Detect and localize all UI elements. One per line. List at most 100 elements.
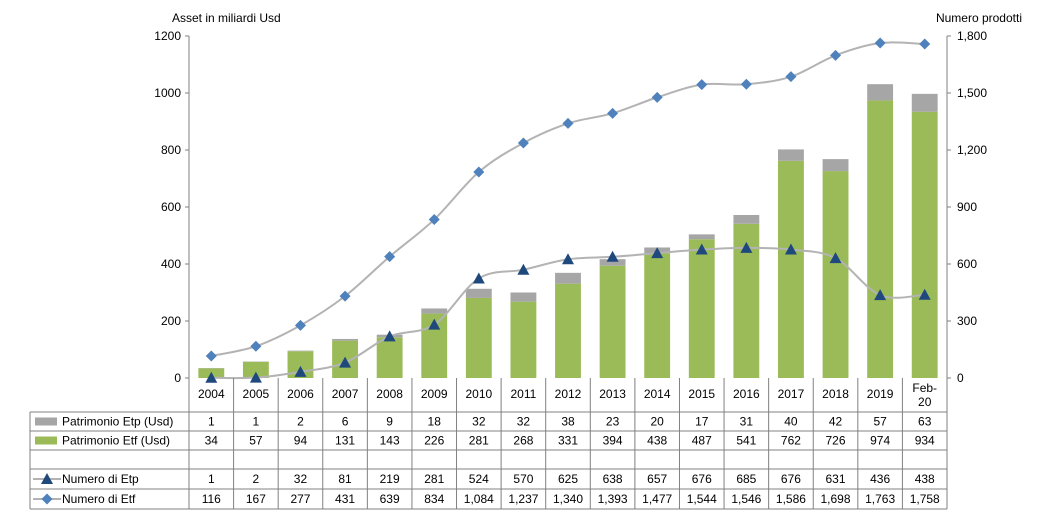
table-cell-line-etp: 1: [208, 472, 215, 486]
table-cell-bar-etf: 541: [736, 434, 756, 448]
table-cell-bar-etf: 268: [513, 434, 533, 448]
right-tick-label: 1,500: [957, 86, 987, 100]
data-table: 2004 2005 2006 2007 2008 2009 2010 2011 2012 2013…: [29, 378, 948, 510]
category-label: 2011: [511, 387, 537, 401]
bar-etf: [242, 361, 269, 378]
marker-numero-etf: [651, 91, 663, 103]
plot-area: 0 200 400 600 800 1000 1200 0 300 600 900 1,200 1,50…: [154, 29, 987, 385]
table-cell-line-etf: 1,586: [776, 492, 806, 506]
table-cell-line-etf: 277: [290, 492, 310, 506]
marker-numero-etf: [473, 166, 485, 178]
table-cell-line-etf: 834: [424, 492, 444, 506]
category-label: 2010: [465, 387, 492, 401]
category-label: 2004: [198, 387, 225, 401]
left-tick-label: 400: [161, 257, 181, 271]
table-cell-line-etf: 167: [246, 492, 266, 506]
category-label: 2009: [421, 387, 448, 401]
category-label: 2005: [243, 387, 270, 401]
legend-marker-etp: [41, 473, 53, 484]
marker-numero-etp: [562, 253, 574, 265]
right-tick-label: 0: [957, 371, 964, 385]
table-cell-bar-etp: 2: [297, 415, 304, 429]
bar-etf: [778, 160, 804, 378]
table-cell-line-etf: 1,084: [464, 492, 494, 506]
marker-numero-etp: [517, 263, 530, 275]
marker-numero-etf: [740, 78, 752, 90]
legend-swatch-etp: [35, 417, 57, 426]
right-tick-label: 1,800: [957, 29, 987, 43]
category-label: 2016: [733, 387, 760, 401]
marker-numero-etp: [205, 371, 218, 383]
category-label: 2017: [778, 387, 805, 401]
category-label: 2008: [376, 387, 403, 401]
table-cell-bar-etf: 131: [335, 434, 355, 448]
table-cell-line-etf: 116: [202, 492, 221, 506]
legend-swatch-etf: [35, 436, 57, 445]
table-cell-bar-etp: 42: [829, 415, 843, 429]
bar-etp: [599, 259, 626, 266]
marker-numero-etp: [695, 243, 708, 255]
right-tick-label: 600: [957, 257, 977, 271]
table-cell-line-etf: 1,477: [642, 492, 672, 506]
table-cell-line-etp: 438: [915, 472, 935, 486]
table-cell-line-etp: 631: [826, 472, 846, 486]
bar-etp: [822, 159, 849, 172]
table-cell-bar-etf: 94: [294, 434, 308, 448]
table-cell-line-etp: 81: [338, 472, 352, 486]
table-cell-line-etp: 685: [736, 472, 756, 486]
table-cell-bar-etp: 1: [208, 415, 215, 429]
category-label: 2015: [688, 387, 715, 401]
marker-numero-etp: [874, 289, 887, 301]
table-cell-line-etp: 570: [513, 472, 533, 486]
bar-etp: [778, 149, 804, 161]
table-cell-bar-etp: 40: [784, 415, 798, 429]
bar-etp: [465, 288, 492, 298]
table-cell-line-etp: 281: [424, 472, 444, 486]
right-tick-label: 1,200: [957, 143, 987, 157]
table-cell-line-etp: 625: [558, 472, 578, 486]
left-axis-title: Asset in miliardi Usd: [172, 11, 281, 25]
marker-numero-etp: [383, 330, 396, 342]
marker-numero-etf: [785, 71, 797, 83]
table-cell-bar-etp: 31: [740, 415, 754, 429]
category-label: 2014: [644, 387, 671, 401]
legend-label-etp: Numero di Etp: [62, 472, 139, 486]
table-cell-line-etp: 657: [647, 472, 667, 486]
table-cell-line-etp: 638: [603, 472, 623, 486]
bar-etf: [599, 265, 626, 378]
marker-numero-etp: [784, 243, 797, 255]
left-tick-label: 1000: [154, 86, 181, 100]
marker-numero-etp: [428, 318, 441, 330]
marker-numero-etf: [562, 117, 574, 129]
marker-numero-etf: [428, 214, 440, 226]
table-cell-bar-etp: 63: [918, 415, 932, 429]
table-cell-line-etf: 1,546: [731, 492, 761, 506]
table-cell-bar-etf: 726: [826, 434, 846, 448]
marker-numero-etf: [339, 290, 351, 302]
marker-numero-etp: [829, 252, 842, 264]
bar-etp: [421, 308, 448, 314]
table-cell-line-etf: 1,763: [865, 492, 895, 506]
bar-etf: [644, 253, 671, 378]
bar-etf: [555, 283, 581, 378]
left-tick-label: 1200: [154, 29, 181, 43]
table-cell-bar-etf: 762: [781, 434, 801, 448]
bar-etf: [510, 301, 537, 378]
bar-etp: [867, 84, 894, 101]
table-cell-line-etf: 431: [335, 492, 355, 506]
right-axis-title: Numero prodotti: [936, 11, 1022, 25]
legend-label-etf: Patrimonio Etf (Usd): [62, 434, 170, 448]
category-label: 2019: [867, 387, 894, 401]
marker-numero-etp: [472, 272, 485, 284]
table-cell-line-etf: 1,758: [910, 492, 940, 506]
table-cell-line-etf: 1,393: [598, 492, 628, 506]
table-cell-line-etp: 32: [294, 472, 308, 486]
category-label: 2006: [287, 387, 314, 401]
legend-label-etp: Patrimonio Etp (Usd): [62, 415, 173, 429]
table-cell-line-etf: 1,237: [508, 492, 538, 506]
marker-numero-etp: [339, 356, 352, 368]
category-label: 2012: [555, 387, 582, 401]
table-cell-bar-etf: 57: [249, 434, 263, 448]
bar-etf: [867, 100, 894, 378]
